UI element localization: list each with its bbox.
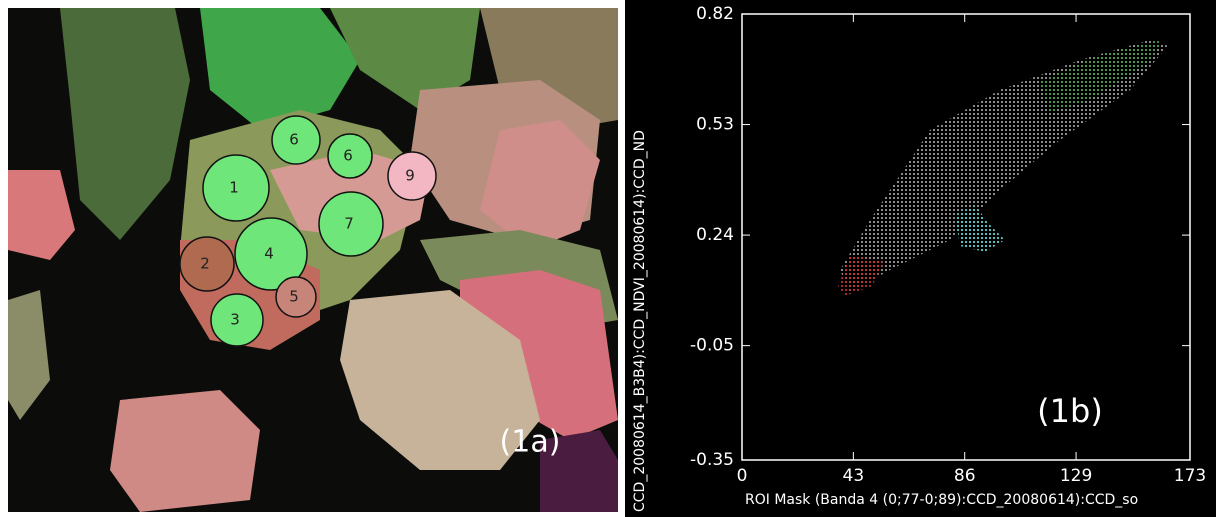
- y-tick-label: 0.24: [696, 225, 734, 245]
- figure: 1 2 3 4 5 6 6 7 9 (1a) -0.35 -0.05 0.24 0.53 0.82 0 43…: [0, 0, 1216, 517]
- x-tick-label: 173: [1174, 466, 1206, 486]
- roi-label: 5: [289, 288, 299, 306]
- roi-label: 1: [229, 179, 239, 197]
- x-tick-label: 0: [737, 466, 748, 486]
- panel-label: (1a): [500, 425, 561, 460]
- y-axis-label: CCD_20080614_B3B4):CCD_NDVI_20080614):CC…: [632, 130, 648, 512]
- x-axis-label: ROI Mask (Banda 4 (0;77-0;89):CCD_200806…: [745, 492, 1138, 508]
- panel-label: (1b): [1037, 392, 1103, 430]
- y-tick-label: 0.82: [696, 4, 734, 24]
- roi-label: 6: [289, 131, 299, 149]
- x-tick-label: 129: [1060, 466, 1092, 486]
- y-tick-label: 0.53: [696, 115, 734, 135]
- roi-label: 6: [343, 147, 353, 165]
- y-tick-label: -0.35: [690, 450, 734, 470]
- y-tick-label: -0.05: [690, 336, 734, 356]
- roi-label: 7: [344, 215, 354, 233]
- x-tick-label: 43: [843, 466, 865, 486]
- x-tick-label: 86: [954, 466, 976, 486]
- roi-label: 3: [230, 311, 240, 329]
- roi-label: 4: [264, 245, 274, 263]
- roi-label: 9: [405, 167, 415, 185]
- roi-label: 2: [200, 255, 210, 273]
